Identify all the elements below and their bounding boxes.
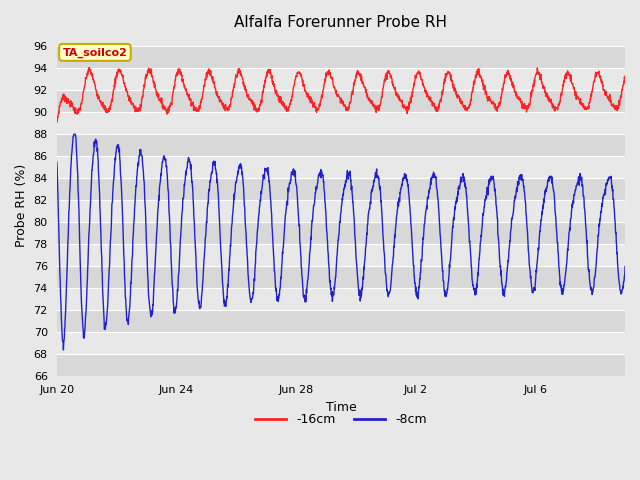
- Y-axis label: Probe RH (%): Probe RH (%): [15, 164, 28, 247]
- Title: Alfalfa Forerunner Probe RH: Alfalfa Forerunner Probe RH: [234, 15, 447, 30]
- Bar: [57, 354, 625, 376]
- Bar: [57, 112, 625, 134]
- Bar: [57, 68, 625, 90]
- Bar: [57, 47, 625, 68]
- Bar: [57, 90, 625, 112]
- Bar: [57, 178, 625, 200]
- Bar: [57, 244, 625, 266]
- Bar: [57, 222, 625, 244]
- Bar: [57, 332, 625, 354]
- Bar: [57, 200, 625, 222]
- Bar: [57, 288, 625, 310]
- Bar: [57, 310, 625, 332]
- Bar: [57, 156, 625, 178]
- Bar: [57, 266, 625, 288]
- Legend: -16cm, -8cm: -16cm, -8cm: [250, 408, 432, 431]
- X-axis label: Time: Time: [326, 400, 356, 413]
- Text: TA_soilco2: TA_soilco2: [63, 47, 127, 58]
- Bar: [57, 134, 625, 156]
